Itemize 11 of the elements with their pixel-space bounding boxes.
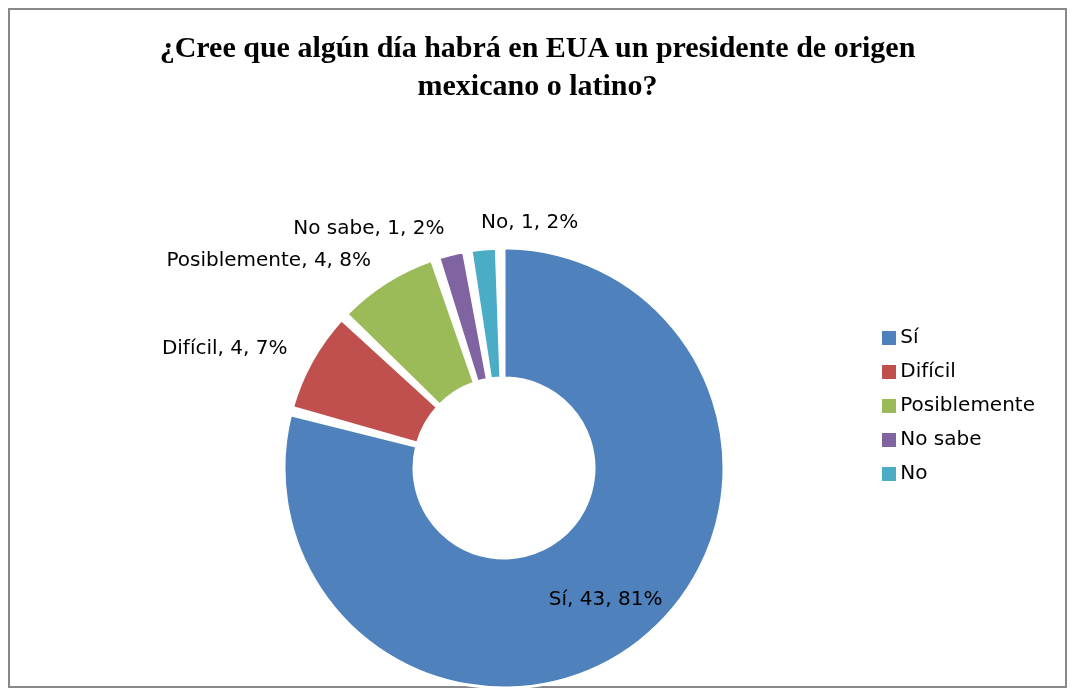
legend-label: Posiblemente [900, 392, 1035, 416]
chart-title: ¿Cree que algún día habrá en EUA un presidente de origen mexicano o latino? [158, 29, 917, 103]
legend-label: No [900, 460, 928, 484]
data-label: Posiblemente, 4, 8% [166, 246, 372, 271]
data-label: No sabe, 1, 2% [293, 215, 445, 240]
legend-label: Sí [900, 324, 919, 348]
data-label: Difícil, 4, 7% [161, 335, 288, 360]
data-label: Sí, 43, 81% [548, 585, 663, 610]
legend-label: Difícil [900, 358, 956, 382]
legend-label: No sabe [900, 426, 982, 450]
data-label: No, 1, 2% [481, 209, 579, 234]
